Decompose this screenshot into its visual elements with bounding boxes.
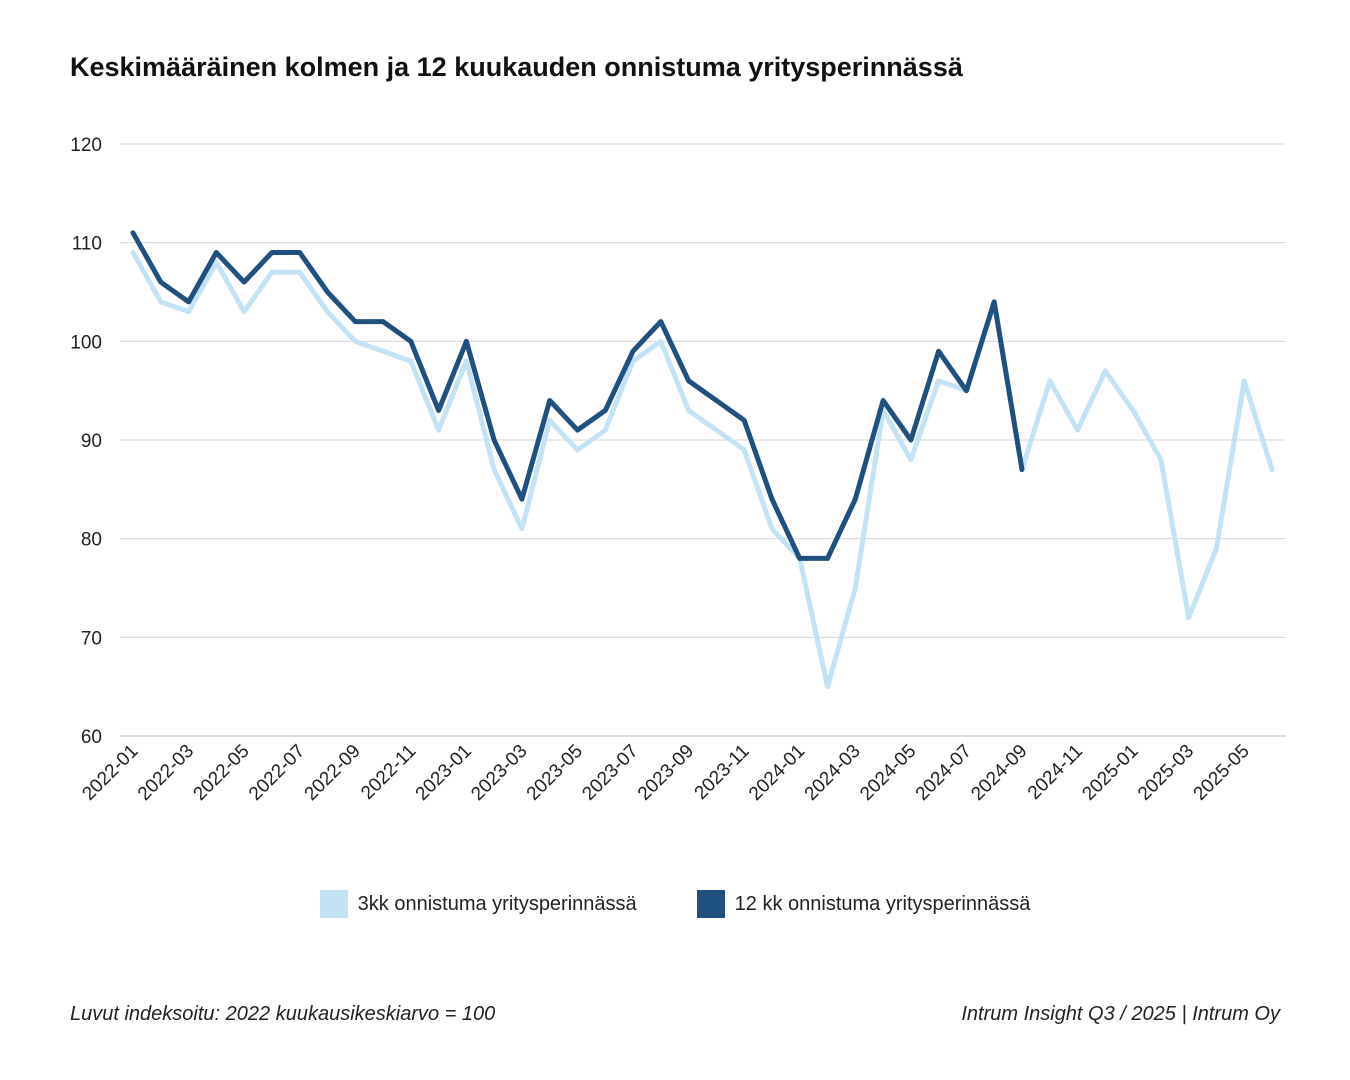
x-tick-label: 2023-07 xyxy=(578,741,642,805)
y-tick-label: 90 xyxy=(81,431,102,452)
y-tick-label: 60 xyxy=(81,727,102,748)
x-tick-label: 2022-09 xyxy=(301,741,365,805)
legend-label-3kk: 3kk onnistuma yritysperinnässä xyxy=(357,892,637,915)
y-tick-label: 100 xyxy=(70,332,102,353)
legend-swatch-12kk xyxy=(696,890,725,918)
legend-item-3kk: 3kk onnistuma yritysperinnässä xyxy=(319,890,637,918)
series-line-3kk xyxy=(130,250,1275,690)
x-tick-label: 2023-11 xyxy=(691,741,754,804)
y-tick-label: 80 xyxy=(81,530,102,551)
x-tick-label: 2022-11 xyxy=(357,741,420,804)
legend-swatch-3kk xyxy=(319,890,348,918)
x-tick-label: 2025-03 xyxy=(1134,741,1198,805)
footnote-source-right: Intrum Insight Q3 / 2025 | Intrum Oy xyxy=(961,1003,1280,1025)
x-tick-label: 2024-01 xyxy=(745,741,809,805)
legend: 3kk onnistuma yritysperinnässä 12 kk onn… xyxy=(0,890,1350,918)
x-tick-label: 2024-07 xyxy=(912,741,976,805)
x-tick-label: 2025-01 xyxy=(1078,741,1142,805)
x-tick-label: 2024-05 xyxy=(856,741,920,805)
x-tick-label: 2022-03 xyxy=(134,741,198,805)
x-tick-label: 2023-01 xyxy=(412,741,476,805)
x-tick-label: 2025-05 xyxy=(1190,741,1254,805)
y-tick-label: 110 xyxy=(72,234,102,255)
x-tick-label: 2023-03 xyxy=(467,741,531,805)
x-tick-label: 2023-05 xyxy=(523,741,587,805)
x-tick-label: 2024-09 xyxy=(967,741,1031,805)
x-tick-label: 2022-07 xyxy=(245,741,309,805)
x-tick-label: 2023-09 xyxy=(634,741,698,805)
chart-title: Keskimääräinen kolmen ja 12 kuukauden on… xyxy=(70,52,963,82)
y-tick-label: 70 xyxy=(81,628,102,649)
x-tick-label: 2022-05 xyxy=(189,741,253,805)
x-tick-label: 2024-03 xyxy=(801,741,865,805)
legend-item-12kk: 12 kk onnistuma yritysperinnässä xyxy=(696,890,1031,918)
legend-label-12kk: 12 kk onnistuma yritysperinnässä xyxy=(734,892,1031,915)
y-tick-label: 120 xyxy=(70,135,102,156)
x-tick-label: 2022-01 xyxy=(78,741,142,805)
footnote-source-left: Luvut indeksoitu: 2022 kuukausikeskiarvo… xyxy=(70,1003,496,1025)
x-tick-label: 2024-11 xyxy=(1024,741,1087,804)
